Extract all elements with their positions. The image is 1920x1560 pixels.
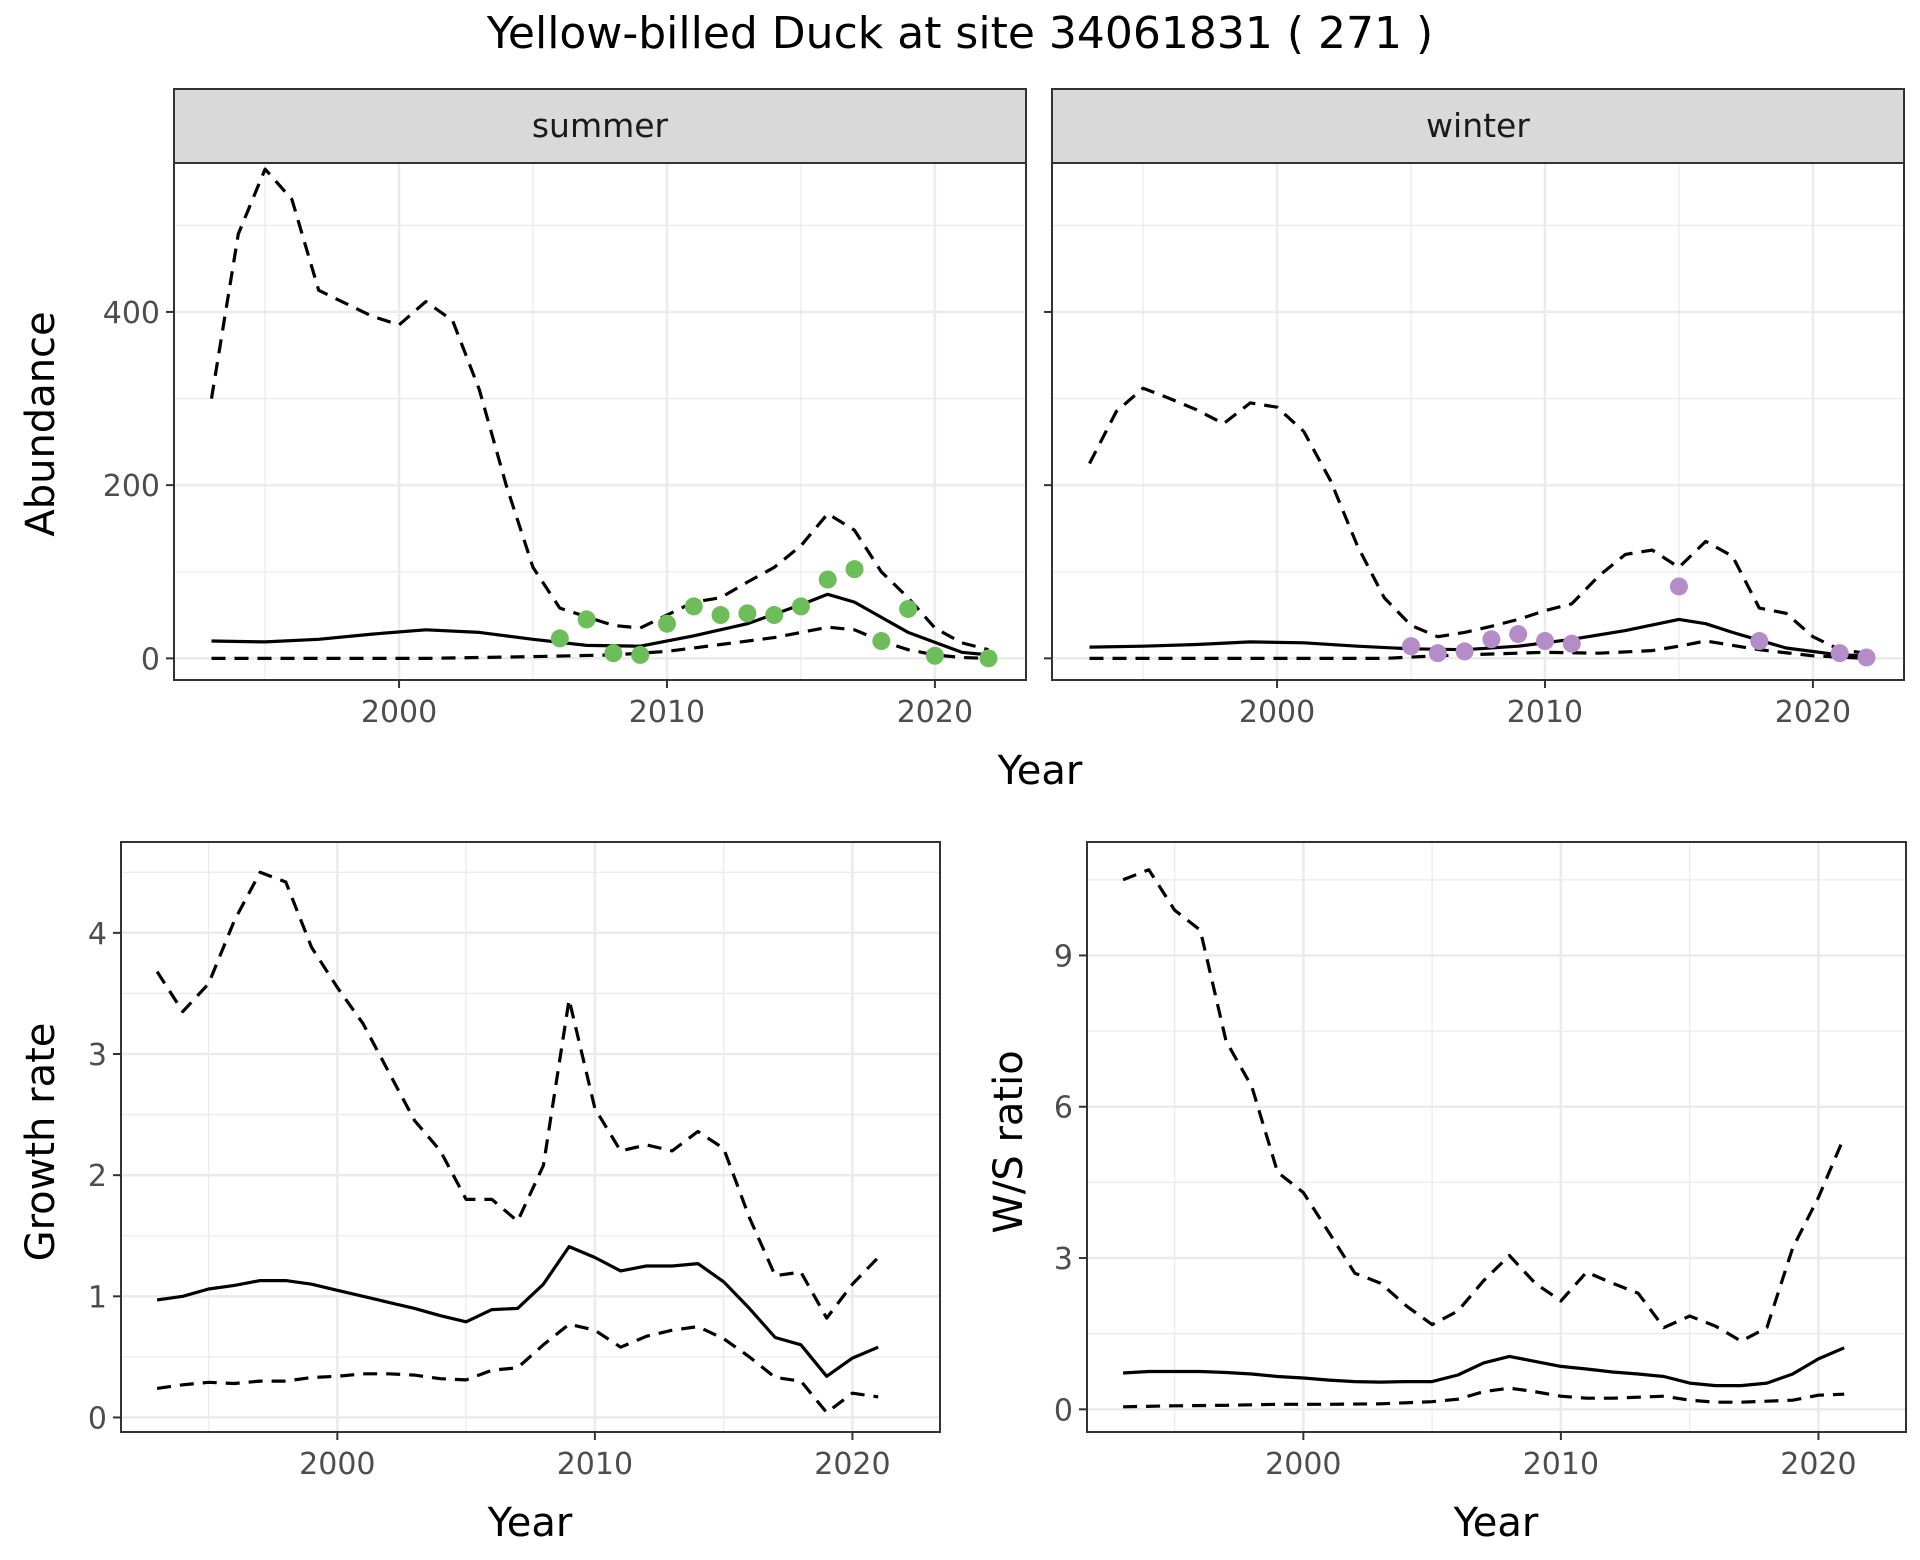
data-point: [845, 560, 864, 579]
x-tick-label: 2020: [1775, 695, 1851, 730]
ratio-x-axis-label: Year: [1453, 1500, 1539, 1546]
x-tick-label: 2000: [299, 1447, 375, 1482]
series-line-estimate: [1089, 617, 1867, 658]
data-point: [657, 614, 676, 633]
data-point: [899, 599, 918, 618]
plot-background: [121, 842, 940, 1432]
y-tick-label: 3: [88, 1038, 107, 1073]
y-tick-label: 200: [103, 469, 160, 504]
abundance-x-axis-label: Year: [997, 748, 1083, 794]
x-tick-label: 2020: [814, 1447, 890, 1482]
data-point: [684, 597, 703, 616]
growth-y-axis-label: Growth rate: [18, 1023, 64, 1262]
data-point: [765, 606, 784, 625]
x-tick-label: 2010: [557, 1447, 633, 1482]
data-point: [1509, 625, 1528, 644]
data-point: [1562, 634, 1581, 653]
y-tick-label: 2: [88, 1159, 107, 1194]
x-tick-label: 2010: [629, 695, 705, 730]
data-point: [1402, 637, 1421, 656]
abundance-y-axis-label: Abundance: [18, 311, 64, 536]
series-line-upper: [1122, 868, 1846, 1343]
growth-rate-panel: 2000 2010 2020 0 1 2 3 4: [88, 841, 941, 1482]
figure-title: Yellow-billed Duck at site 34061831 ( 27…: [486, 8, 1433, 59]
x-tick-label: 2010: [1523, 1447, 1599, 1482]
series-line-estimate: [1123, 1346, 1845, 1388]
y-tick-label: 6: [1054, 1091, 1073, 1126]
data-point: [550, 629, 569, 648]
data-point: [604, 644, 623, 663]
facet-strip: [1051, 88, 1905, 164]
series-line-lower: [211, 625, 989, 660]
summer-panel: summer 2000 2010 2020 0 200 400: [103, 88, 1027, 730]
data-point: [1857, 648, 1876, 667]
x-tick-label: 2020: [1780, 1447, 1856, 1482]
y-tick-label: 3: [1054, 1242, 1073, 1277]
data-point: [925, 646, 944, 665]
y-tick-label: 0: [88, 1401, 107, 1436]
series-line-lower: [1123, 1386, 1845, 1409]
series-line-lower: [156, 1322, 879, 1415]
x-tick-label: 2020: [897, 695, 973, 730]
x-tick-label: 2000: [1265, 1447, 1341, 1482]
data-point: [1428, 644, 1447, 663]
y-tick-label: 0: [141, 642, 160, 677]
data-point: [872, 632, 891, 651]
data-point: [791, 597, 810, 616]
x-tick-label: 2000: [361, 695, 437, 730]
x-tick-label: 2000: [1239, 695, 1315, 730]
y-tick-label: 1: [88, 1280, 107, 1315]
data-point: [818, 570, 837, 589]
series-line-estimate: [156, 1245, 879, 1378]
y-tick-label: 9: [1054, 939, 1073, 974]
x-tick-label: 2010: [1507, 695, 1583, 730]
plot-background: [1052, 163, 1904, 680]
ws-ratio-panel: 2000 2010 2020 0 3 6 9: [1054, 841, 1907, 1482]
y-tick-label: 4: [88, 917, 107, 952]
facet-strip-label: winter: [1426, 106, 1530, 145]
y-tick-label: 0: [1054, 1393, 1073, 1428]
data-point: [1669, 577, 1688, 596]
ratio-y-axis-label: W/S ratio: [986, 1050, 1032, 1233]
data-point: [1830, 644, 1849, 663]
facet-strip-label: summer: [532, 106, 669, 145]
plot-background: [1087, 842, 1906, 1432]
y-tick-label: 400: [103, 296, 160, 331]
plot-background: [174, 163, 1026, 680]
data-point: [1750, 632, 1769, 651]
series-line-upper: [1088, 386, 1867, 655]
panel-border: [1086, 841, 1907, 1433]
series-line-upper: [209, 167, 989, 652]
data-point: [1482, 630, 1501, 649]
growth-x-axis-label: Year: [487, 1500, 573, 1546]
data-point: [577, 610, 596, 629]
winter-panel: winter 2000 2010 2020: [1044, 88, 1905, 730]
data-point: [979, 649, 998, 668]
data-point: [738, 604, 757, 623]
data-point: [711, 606, 730, 625]
data-point: [1455, 642, 1474, 661]
data-point: [631, 645, 650, 664]
panel-border: [120, 841, 941, 1433]
facet-strip: [173, 88, 1027, 164]
data-point: [1535, 632, 1554, 651]
